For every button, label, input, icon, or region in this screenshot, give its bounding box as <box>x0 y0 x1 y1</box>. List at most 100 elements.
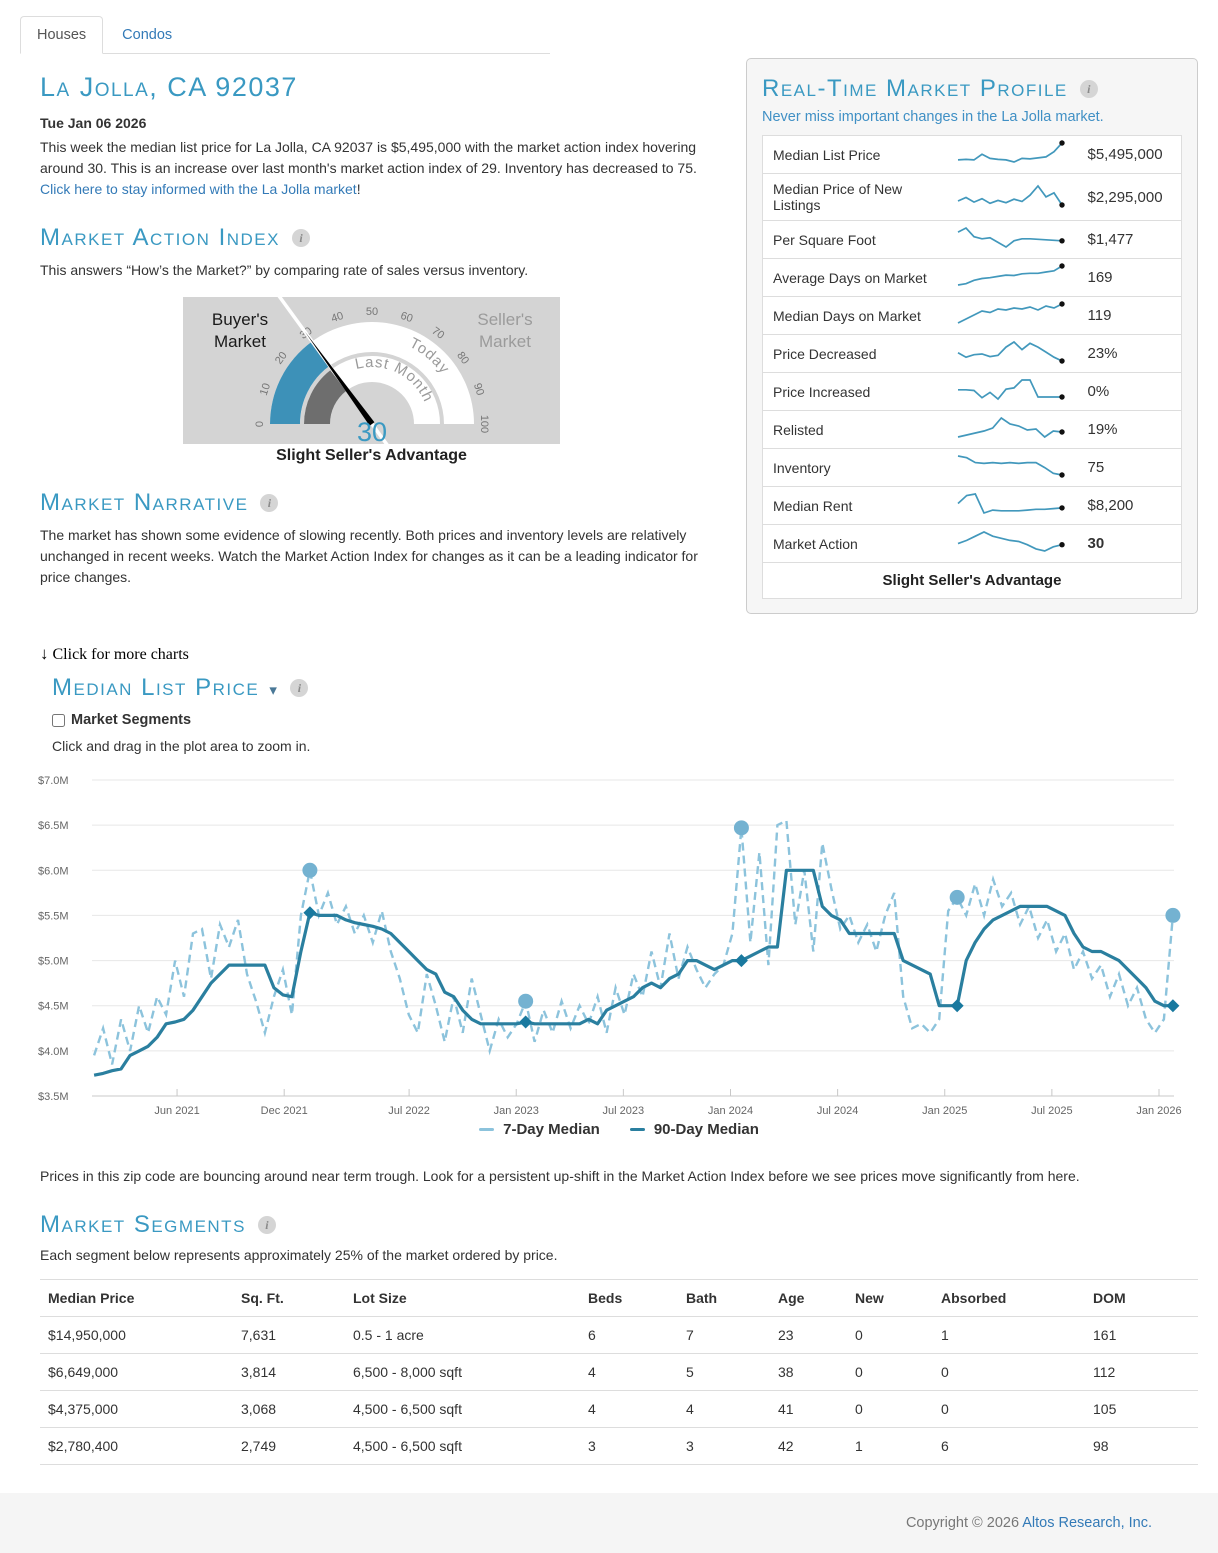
legend-90-day-median[interactable]: 90-Day Median <box>629 1121 759 1138</box>
segments-column-header: Bath <box>678 1279 770 1317</box>
profile-row-sparkline <box>949 524 1078 563</box>
segments-cell: 41 <box>770 1390 847 1428</box>
chart-marker-diamond <box>734 954 748 968</box>
chart-legend: 7-Day Median 90-Day Median <box>40 1121 1198 1138</box>
profile-row-sparkline <box>949 372 1078 411</box>
profile-row-value: 75 <box>1077 448 1182 487</box>
profile-row-label: Average Days on Market <box>762 258 950 297</box>
market-segments-checkbox[interactable] <box>52 713 65 727</box>
legend-90-day-swatch <box>629 1128 645 1131</box>
segments-column-header: New <box>847 1279 933 1317</box>
chart-marker-circle <box>1165 907 1181 923</box>
svg-text:Jan 2026: Jan 2026 <box>1136 1105 1181 1117</box>
profile-row-sparkline <box>949 410 1078 449</box>
report-tabs: Houses Condos <box>20 16 550 54</box>
profile-row-sparkline <box>949 173 1078 221</box>
profile-row: Price Decreased 23% <box>762 334 1182 373</box>
sparkline <box>957 455 1065 478</box>
sparkline <box>956 493 1065 515</box>
svg-text:Jul 2023: Jul 2023 <box>603 1105 645 1117</box>
profile-row: Per Square Foot $1,477 <box>762 220 1182 259</box>
tab-condos[interactable]: Condos <box>122 27 173 43</box>
info-icon[interactable]: i <box>260 494 279 512</box>
segments-cell: 38 <box>770 1353 847 1391</box>
segments-cell: 161 <box>1085 1316 1198 1354</box>
profile-row-sparkline <box>949 334 1078 373</box>
sparkline <box>957 263 1065 286</box>
info-icon[interactable]: i <box>291 229 310 247</box>
sparkline <box>957 340 1065 364</box>
altos-research-link[interactable]: Altos Research, Inc. <box>1022 1515 1152 1531</box>
stay-informed-link[interactable]: Click here to stay informed with the La … <box>40 181 357 197</box>
svg-text:$5.0M: $5.0M <box>38 956 69 968</box>
segments-cell: 4 <box>580 1353 678 1391</box>
sparkline <box>957 531 1065 552</box>
profile-heading: Real-Time Market Profile i <box>762 75 1182 103</box>
info-icon[interactable]: i <box>257 1216 276 1234</box>
market-segments-title: Market Segments <box>40 1211 246 1238</box>
segments-cell: 105 <box>1085 1390 1198 1428</box>
svg-text:40: 40 <box>330 310 345 325</box>
market-segments-heading: Market Segments i <box>40 1211 1198 1239</box>
median-list-price-dropdown[interactable]: Median List Price ▾ <box>52 674 278 702</box>
copyright-text: Copyright © 2026 <box>905 1515 1023 1531</box>
profile-row-value: $2,295,000 <box>1077 173 1182 221</box>
market-action-gauge: 0102030405060708090100Last MonthTodayBuy… <box>183 297 560 444</box>
segments-row: $6,649,000 3,814 6,500 - 8,000 sqft 4 5 38 0 0 1… <box>40 1353 1198 1391</box>
segments-cell: 4 <box>580 1390 678 1428</box>
profile-row-label: Price Increased <box>762 372 950 411</box>
svg-text:20: 20 <box>273 350 290 367</box>
svg-text:Jul 2025: Jul 2025 <box>1031 1105 1073 1117</box>
svg-text:Jul 2024: Jul 2024 <box>817 1105 859 1117</box>
segments-column-header: DOM <box>1085 1279 1198 1317</box>
intro-paragraph: This week the median list price for La J… <box>40 137 700 200</box>
chart-marker-circle <box>949 889 965 905</box>
market-segments-checkbox-label: Market Segments <box>71 712 192 728</box>
svg-text:$7.0M: $7.0M <box>38 775 69 787</box>
segments-cell: $4,375,000 <box>40 1390 233 1428</box>
segments-cell: 0 <box>933 1353 1085 1391</box>
profile-row-label: Median List Price <box>773 146 881 163</box>
page-footer: Copyright © 2026 Altos Research, Inc. <box>0 1493 1218 1553</box>
profile-row-value: $1,477 <box>1077 220 1182 259</box>
more-charts-label: Click for more charts <box>52 646 189 663</box>
legend-90-day-label: 90-Day Median <box>653 1121 759 1138</box>
profile-row-value: 119 <box>1077 296 1182 335</box>
profile-table-body: Median List Price $5,495,000 Median Price … <box>762 136 1182 599</box>
segments-cell: 7 <box>678 1316 770 1354</box>
profile-row-value: 169 <box>1077 258 1182 297</box>
profile-row-label: Market Action <box>762 524 950 563</box>
segments-cell: 1 <box>933 1316 1085 1354</box>
segments-cell: 2,749 <box>233 1427 345 1465</box>
median-list-price-chart[interactable]: $3.5M $4.0M $4.5M $5.0M $5.5M $6.0M $6.5M $7.0M… <box>34 766 1198 1121</box>
info-icon[interactable]: i <box>1079 80 1098 98</box>
legend-7-day-median[interactable]: 7-Day Median <box>479 1121 600 1138</box>
segments-cell: 3,068 <box>233 1390 345 1428</box>
profile-row-value: 23% <box>1077 334 1182 373</box>
more-charts-link[interactable]: ↓ Click for more charts <box>40 644 1198 664</box>
svg-text:Jun 2021: Jun 2021 <box>154 1105 199 1117</box>
tab-houses[interactable]: Houses <box>20 16 104 54</box>
segments-cell: 0 <box>933 1390 1085 1428</box>
svg-text:$6.0M: $6.0M <box>38 865 69 877</box>
profile-row-value: 30 <box>1077 524 1182 563</box>
svg-text:100: 100 <box>478 415 490 433</box>
market-segments-table: Median Price Sq. Ft. Lot Size Beds Bath Age Ne… <box>40 1279 1198 1465</box>
market-narrative-heading: Market Narrative i <box>40 489 728 517</box>
segments-cell: 5 <box>678 1353 770 1391</box>
svg-text:Jan 2025: Jan 2025 <box>922 1105 967 1117</box>
profile-row: Market Action 30 <box>762 524 1182 563</box>
profile-row-sparkline <box>949 258 1078 297</box>
price-chart-svg: $3.5M $4.0M $4.5M $5.0M $5.5M $6.0M $6.5M $7.0M… <box>38 775 1182 1117</box>
legend-7-day-label: 7-Day Median <box>503 1121 600 1138</box>
profile-row: Median List Price $5,495,000 <box>763 136 1182 174</box>
price-trend-note: Prices in this zip code are bouncing aro… <box>40 1168 1080 1184</box>
info-icon[interactable]: i <box>290 679 309 697</box>
profile-subtitle: Never miss important changes in the La J… <box>762 109 1104 125</box>
profile-row-sparkline <box>949 220 1078 259</box>
chart-marker-diamond <box>950 999 964 1013</box>
profile-row: Median Rent $8,200 <box>762 486 1182 525</box>
sparkline <box>957 301 1065 324</box>
svg-text:50: 50 <box>366 306 378 318</box>
segments-cell: 3 <box>678 1427 770 1465</box>
